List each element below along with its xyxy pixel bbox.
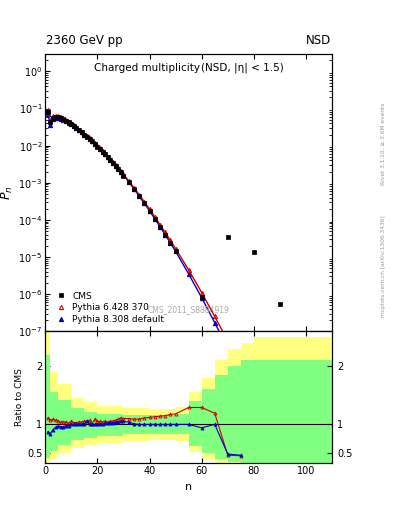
CMS (226, 234, 230, 240)
CMS (53, 114, 58, 120)
Pythia 6.428 370 (87, 135, 92, 141)
CMS (126, 179, 131, 185)
Pythia 8.308 default (84, 133, 89, 139)
CMS (56, 114, 61, 120)
CMS (116, 166, 121, 173)
CMS (132, 186, 136, 192)
Text: NSD: NSD (306, 34, 331, 47)
Text: Rivet 3.1.10, ≥ 3.6M events: Rivet 3.1.10, ≥ 3.6M events (381, 102, 386, 184)
CMS (64, 118, 68, 124)
CMS (108, 157, 113, 163)
CMS (137, 193, 141, 199)
CMS (142, 200, 147, 206)
CMS (77, 127, 81, 133)
CMS (111, 160, 116, 166)
CMS (59, 115, 63, 121)
CMS (252, 248, 256, 254)
CMS (84, 134, 89, 140)
CMS (74, 125, 79, 131)
CMS (121, 173, 126, 179)
Pythia 6.428 370 (142, 199, 147, 205)
CMS (90, 138, 94, 144)
CMS (113, 163, 118, 169)
CMS (72, 123, 76, 129)
Y-axis label: $P_n$: $P_n$ (0, 185, 15, 200)
CMS (97, 146, 102, 152)
CMS (152, 216, 157, 222)
CMS (61, 116, 66, 122)
CMS (158, 224, 162, 230)
Pythia 8.308 default (74, 125, 79, 131)
CMS (69, 121, 73, 127)
X-axis label: n: n (185, 482, 192, 492)
Line: CMS: CMS (45, 109, 309, 380)
CMS (66, 119, 71, 125)
CMS (199, 294, 204, 300)
Line: Pythia 6.428 370: Pythia 6.428 370 (46, 108, 321, 512)
Pythia 6.428 370 (46, 107, 50, 113)
Pythia 6.428 370 (74, 124, 79, 131)
Pythia 6.428 370 (158, 222, 162, 228)
CMS (79, 129, 84, 135)
CMS (82, 132, 87, 138)
CMS (46, 109, 50, 115)
CMS (277, 301, 282, 307)
Pythia 6.428 370 (84, 133, 89, 139)
CMS (173, 248, 178, 254)
CMS (92, 141, 97, 147)
CMS (105, 154, 110, 160)
Y-axis label: Ratio to CMS: Ratio to CMS (15, 368, 24, 426)
CMS (147, 208, 152, 214)
Text: 2360 GeV pp: 2360 GeV pp (46, 34, 123, 47)
Pythia 8.308 default (158, 224, 162, 230)
Text: mcplots.cern.ch [arXiv:1306.3436]: mcplots.cern.ch [arXiv:1306.3436] (381, 216, 386, 317)
Pythia 8.308 default (46, 111, 50, 117)
CMS (100, 148, 105, 155)
CMS (51, 115, 55, 121)
Pythia 8.308 default (142, 200, 147, 206)
CMS (87, 136, 92, 142)
Text: Charged multiplicity (NSD, |η| < 1.5): Charged multiplicity (NSD, |η| < 1.5) (94, 62, 283, 73)
CMS (118, 169, 123, 176)
Line: Pythia 8.308 default: Pythia 8.308 default (46, 112, 321, 512)
CMS (163, 231, 167, 238)
CMS (48, 119, 53, 125)
Legend: CMS, Pythia 6.428 370, Pythia 8.308 default: CMS, Pythia 6.428 370, Pythia 8.308 defa… (50, 289, 167, 327)
CMS (304, 375, 309, 381)
Text: CMS_2011_S8884919: CMS_2011_S8884919 (148, 306, 230, 314)
CMS (95, 143, 100, 150)
Pythia 8.308 default (87, 136, 92, 142)
CMS (103, 152, 108, 158)
CMS (168, 240, 173, 246)
